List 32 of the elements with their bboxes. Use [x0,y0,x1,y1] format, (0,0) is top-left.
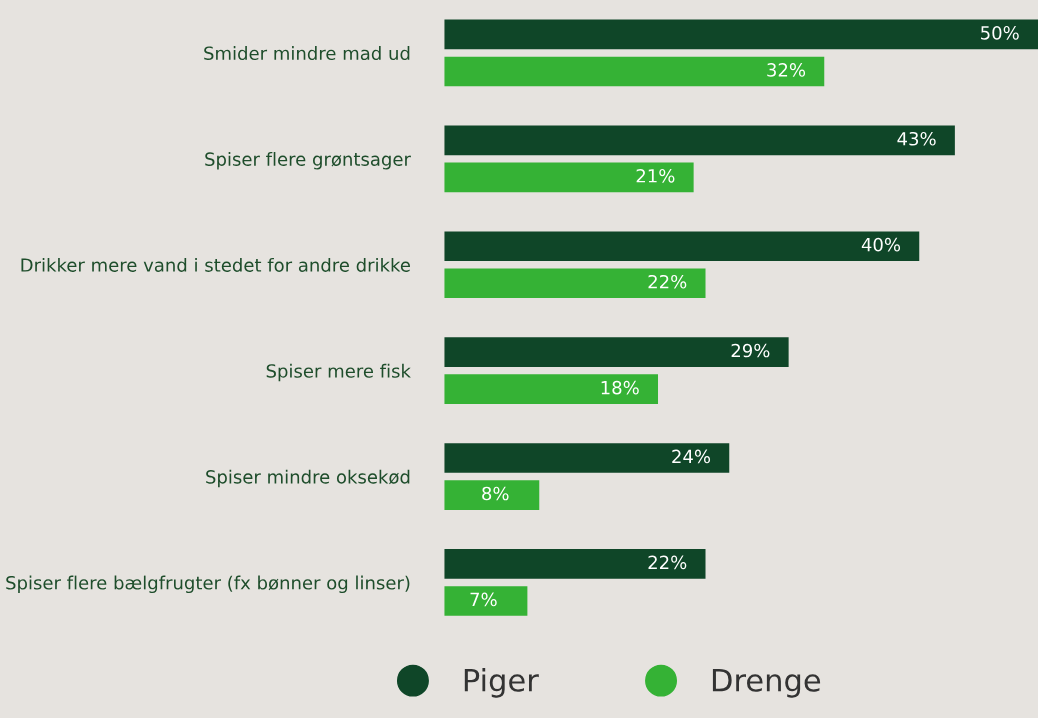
data-label: 43% [897,131,936,146]
bar [444,337,789,367]
data-label: 7% [470,592,497,607]
data-label: 18% [601,380,639,395]
data-label: 22% [648,274,687,289]
bar [444,480,540,510]
bar [444,19,1038,50]
bar [444,443,730,473]
data-label: 32% [767,63,806,77]
y-tick-label: Drikker mere vand i stedet for andre drikke [21,257,410,272]
data-label: 21% [636,168,675,183]
y-tick-label: Spiser flere grøntsager [205,152,411,170]
data-label: 22% [648,555,687,570]
bar [444,56,825,87]
bar [444,549,706,579]
data-label: 40% [861,237,901,252]
data-label: 29% [731,343,770,358]
bar [444,586,528,616]
legend-label: Drenge [712,669,821,698]
bar [444,268,706,299]
data-label: 8% [482,486,509,501]
y-tick-label: Smider mindre mad ud [204,46,410,61]
bar [444,231,920,262]
y-tick-label: Spiser flere bælgfrugter (fx bønner og linser) [6,575,410,594]
bar [444,374,659,405]
data-label: 50% [981,26,1019,40]
legend-label: Piger [464,668,539,698]
bar [444,162,694,193]
bar [444,125,955,156]
y-tick-label: Spiser mindre oksekød [206,469,410,488]
y-tick-label: Spiser mere fisk [266,363,411,382]
data-label: 24% [672,449,711,464]
